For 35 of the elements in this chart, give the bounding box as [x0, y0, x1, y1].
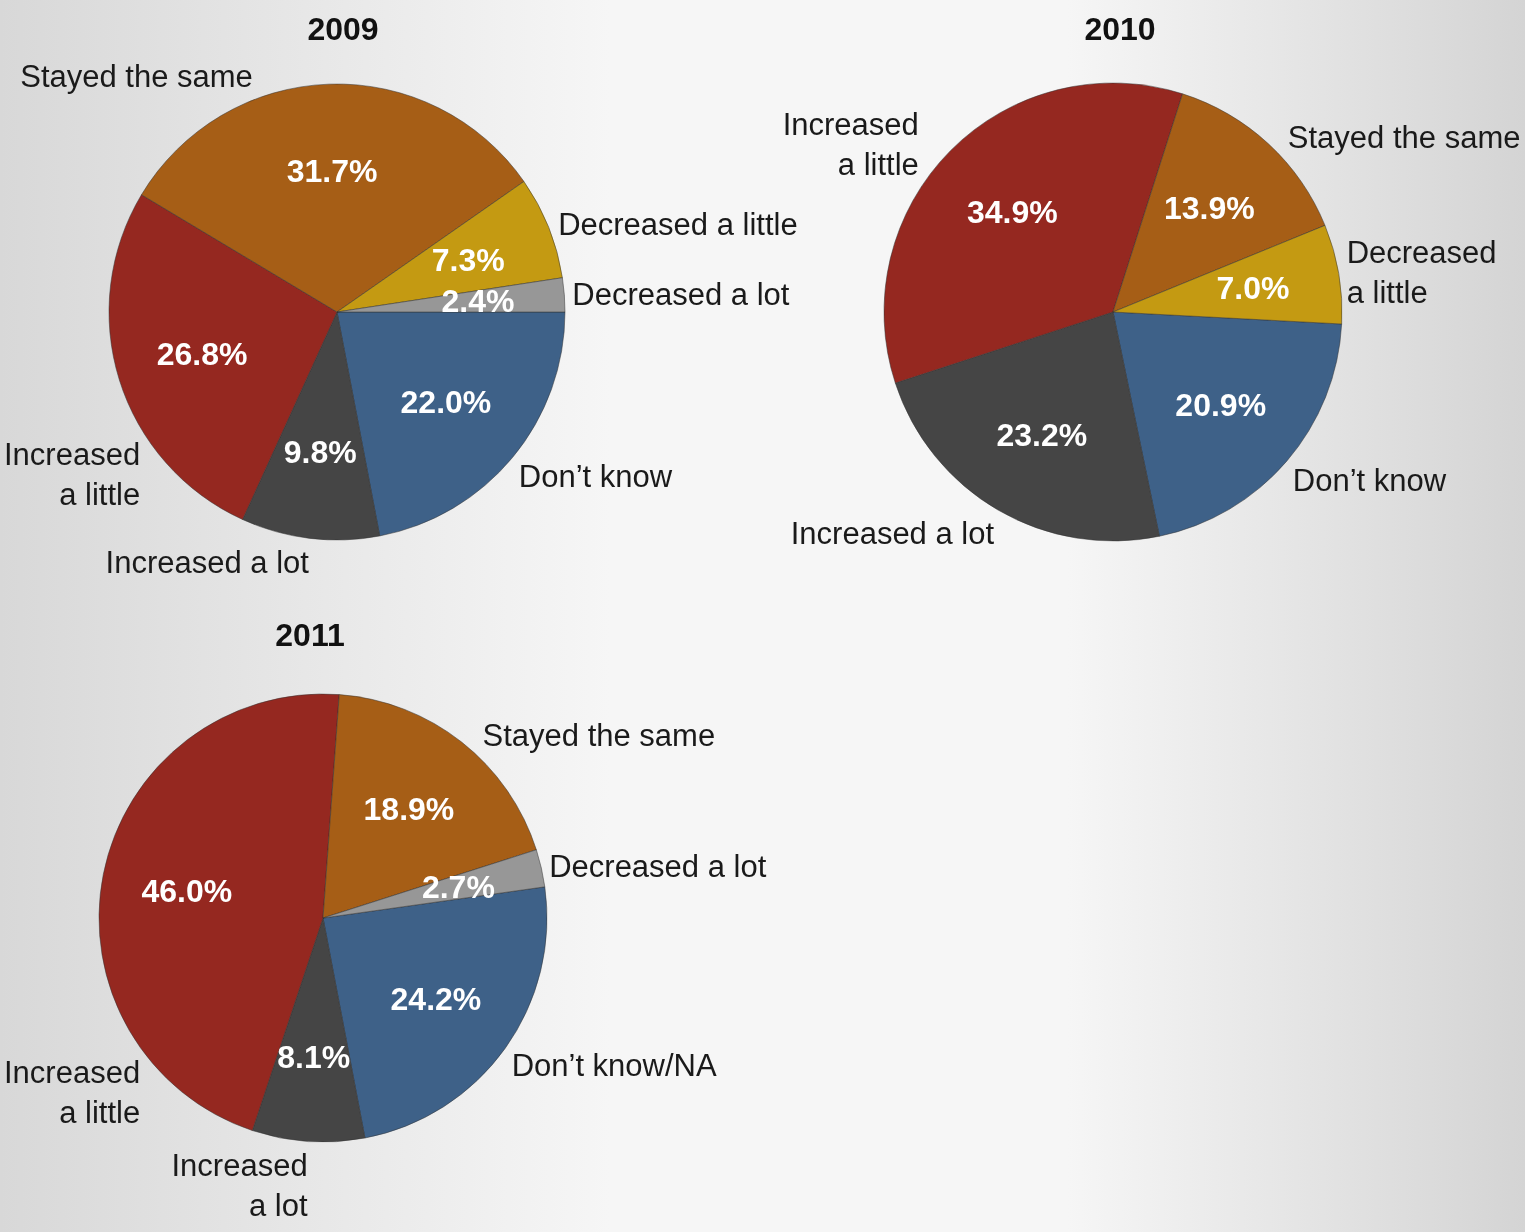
- slice-label: Stayed the same: [1287, 120, 1521, 156]
- chart-title: 2011: [275, 617, 345, 653]
- slice-label: Decreased a little: [1346, 234, 1497, 310]
- data-label: 46.0%: [141, 872, 233, 909]
- data-label: 22.0%: [400, 384, 492, 421]
- slice-label: Decreased a little: [558, 206, 798, 242]
- slice-label: Stayed the same: [20, 58, 253, 94]
- data-label: 7.0%: [1216, 270, 1290, 307]
- slice-label: Increased a lot: [790, 515, 995, 551]
- slice-label: Don’t know/NA: [511, 1047, 717, 1083]
- data-label: 9.8%: [283, 434, 357, 471]
- chart-title: 2010: [1084, 11, 1156, 47]
- slice-label: Increased a little: [4, 436, 141, 512]
- chart-title: 2009: [307, 11, 379, 47]
- data-label: 20.9%: [1175, 386, 1267, 423]
- data-label: 2.7%: [421, 869, 495, 906]
- slice-label: Don’t know: [518, 458, 673, 494]
- data-label: 8.1%: [277, 1038, 351, 1075]
- data-label: 31.7%: [286, 152, 378, 189]
- slice-label: Increased a little: [4, 1055, 141, 1131]
- slice-label: Increased a lot: [105, 544, 310, 580]
- data-label: 18.9%: [363, 790, 455, 827]
- data-label: 26.8%: [156, 335, 248, 372]
- data-label: 7.3%: [431, 241, 505, 278]
- data-label: 13.9%: [1163, 189, 1255, 226]
- slice-label: Increased a lot: [171, 1147, 308, 1223]
- slice-label: Don’t know: [1292, 462, 1447, 498]
- data-label: 23.2%: [996, 416, 1088, 453]
- data-label: 34.9%: [966, 193, 1058, 230]
- data-label: 24.2%: [390, 980, 482, 1017]
- data-label: 2.4%: [441, 283, 515, 320]
- slice-label: Decreased a lot: [572, 276, 790, 312]
- slice-label: Decreased a lot: [549, 848, 767, 884]
- slice-label: Stayed the same: [482, 718, 716, 754]
- slice-label: Increased a little: [782, 107, 919, 183]
